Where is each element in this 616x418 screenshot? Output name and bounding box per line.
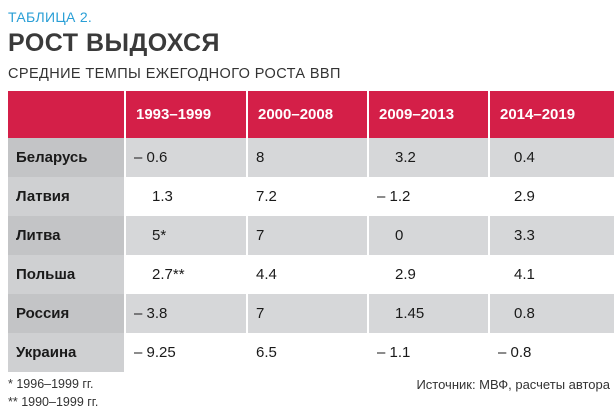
table-cell: 3.2 xyxy=(367,138,489,177)
cell-value: 8 xyxy=(256,149,265,166)
column-header xyxy=(8,91,125,138)
row-country-label: Польша xyxy=(8,255,125,294)
cell-value: 5* xyxy=(152,227,167,244)
cell-value: – 9.25 xyxy=(134,344,176,361)
table-body: Беларусь – 0.6 8 3.2 0.4 Латвия 1.3 7.2 – 1.2 2.9… xyxy=(8,138,614,372)
table-cell: – 0.8 xyxy=(488,333,614,372)
table-row: Россия – 3.8 7 1.45 0.8 xyxy=(8,294,614,333)
gdp-growth-table: 1993–1999 2000–2008 2009–2013 2014–2019 … xyxy=(8,91,614,372)
cell-value: 6.5 xyxy=(256,344,277,361)
table-row: Беларусь – 0.6 8 3.2 0.4 xyxy=(8,138,614,177)
table-cell: 2.9 xyxy=(488,177,614,216)
row-country-label: Латвия xyxy=(8,177,125,216)
column-header: 2009–2013 xyxy=(367,91,489,138)
table-cell: 1.3 xyxy=(124,177,247,216)
cell-value: 0.4 xyxy=(514,149,535,166)
table-cell: 3.3 xyxy=(488,216,614,255)
table-row: Латвия 1.3 7.2 – 1.2 2.9 xyxy=(8,177,614,216)
table-cell: 6.5 xyxy=(246,333,368,372)
row-country-label: Украина xyxy=(8,333,125,372)
table-row: Польша 2.7** 4.4 2.9 4.1 xyxy=(8,255,614,294)
cell-value: 1.3 xyxy=(152,188,173,205)
row-country-label: Литва xyxy=(8,216,125,255)
table-cell: 1.45 xyxy=(367,294,489,333)
table-cell: 2.7** xyxy=(124,255,247,294)
table-cell: 7 xyxy=(246,294,368,333)
cell-value: 1.45 xyxy=(395,305,425,322)
cell-value: – 3.8 xyxy=(134,305,168,322)
page-title: РОСТ ВЫДОХСЯ xyxy=(8,29,221,57)
column-header: 1993–1999 xyxy=(124,91,247,138)
cell-value: 0.8 xyxy=(514,305,535,322)
footnote: ** 1990–1999 гг. xyxy=(8,395,99,409)
table-cell: 2.9 xyxy=(367,255,489,294)
table-cell: 0 xyxy=(367,216,489,255)
column-header: 2000–2008 xyxy=(246,91,368,138)
table-header-row: 1993–1999 2000–2008 2009–2013 2014–2019 xyxy=(8,91,614,138)
table-label: ТАБЛИЦА 2. xyxy=(8,9,93,25)
cell-value: 4.4 xyxy=(256,266,277,283)
source-note: Источник: МВФ, расчеты автора xyxy=(416,377,610,392)
column-header: 2014–2019 xyxy=(488,91,614,138)
cell-value: – 1.1 xyxy=(377,344,411,361)
row-country-label: Беларусь xyxy=(8,138,125,177)
cell-value: – 0.8 xyxy=(498,344,532,361)
table-cell: 7.2 xyxy=(246,177,368,216)
cell-value: 2.7** xyxy=(152,266,185,283)
cell-value: 4.1 xyxy=(514,266,535,283)
cell-value: 0 xyxy=(395,227,404,244)
cell-value: – 0.6 xyxy=(134,149,168,166)
table-cell: 4.4 xyxy=(246,255,368,294)
page-subtitle: СРЕДНИЕ ТЕМПЫ ЕЖЕГОДНОГО РОСТА ВВП xyxy=(8,66,341,82)
table-cell: – 9.25 xyxy=(124,333,247,372)
table-cell: 0.4 xyxy=(488,138,614,177)
table-cell: 7 xyxy=(246,216,368,255)
table-row: Украина – 9.25 6.5 – 1.1 – 0.8 xyxy=(8,333,614,372)
cell-value: 3.2 xyxy=(395,149,416,166)
table-row: Литва 5* 7 0 3.3 xyxy=(8,216,614,255)
cell-value: 2.9 xyxy=(395,266,416,283)
table-cell: – 0.6 xyxy=(124,138,247,177)
table-cell: 8 xyxy=(246,138,368,177)
footnote: * 1996–1999 гг. xyxy=(8,377,94,391)
cell-value: 3.3 xyxy=(514,227,535,244)
table-cell: – 1.2 xyxy=(367,177,489,216)
table-cell: – 1.1 xyxy=(367,333,489,372)
cell-value: 7 xyxy=(256,227,265,244)
cell-value: 7.2 xyxy=(256,188,277,205)
table-cell: 5* xyxy=(124,216,247,255)
table-cell: 0.8 xyxy=(488,294,614,333)
cell-value: 7 xyxy=(256,305,265,322)
cell-value: – 1.2 xyxy=(377,188,411,205)
cell-value: 2.9 xyxy=(514,188,535,205)
table-cell: 4.1 xyxy=(488,255,614,294)
row-country-label: Россия xyxy=(8,294,125,333)
table-cell: – 3.8 xyxy=(124,294,247,333)
